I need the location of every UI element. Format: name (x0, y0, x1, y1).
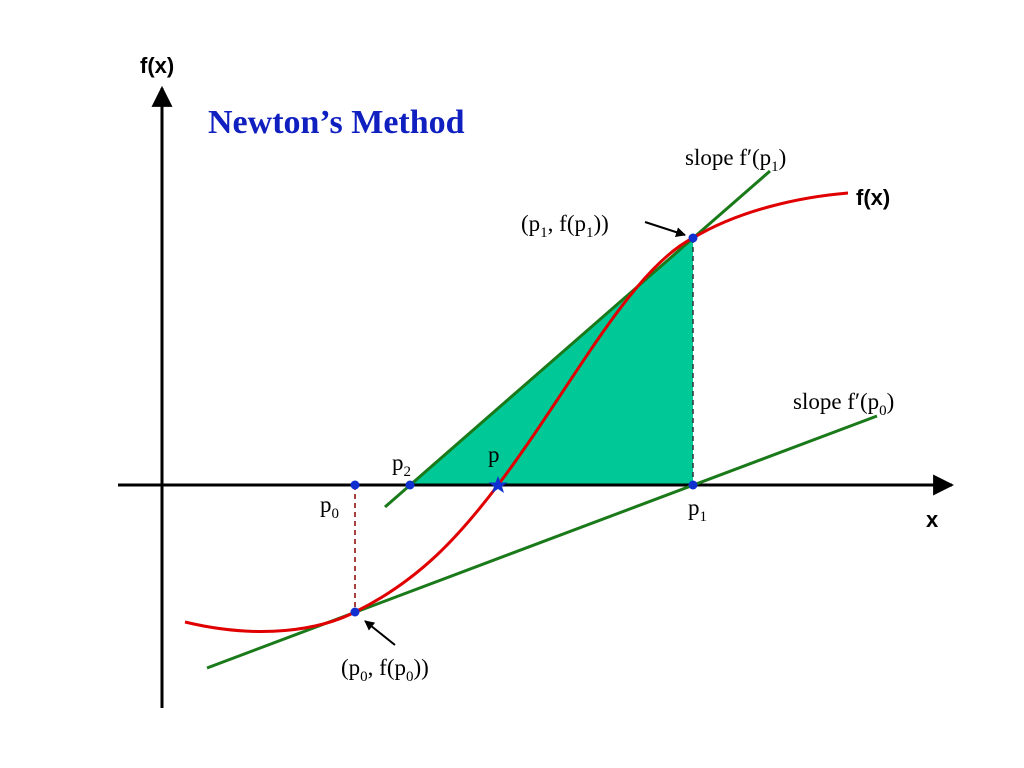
point (350, 607, 360, 617)
point (350, 480, 360, 490)
point (688, 233, 698, 243)
p0-label: p0 (320, 492, 339, 522)
point-p0-label: (p0, f(p0)) (341, 655, 429, 685)
arrow-p1 (644, 221, 686, 237)
label-text: (p (341, 655, 360, 680)
tangent-p1-label: slope f′(p1) (685, 145, 786, 175)
tangent-p1 (384, 169, 771, 509)
label-text: )) (594, 211, 609, 236)
label-text: )) (414, 655, 429, 680)
label-text: , f(p (548, 211, 586, 236)
label-text: , f(p (368, 655, 406, 680)
subscript: 0 (406, 669, 414, 685)
title: Newton’s Method (208, 104, 465, 141)
subscript: 1 (540, 225, 548, 241)
subscript: 0 (879, 403, 887, 419)
point (405, 480, 415, 490)
arrow-p0 (364, 620, 396, 646)
subscript: 1 (771, 159, 779, 175)
root-star (488, 476, 508, 493)
label-text: ) (779, 145, 787, 170)
points (350, 233, 698, 617)
label-text: slope f′(p (793, 389, 879, 414)
y-axis-label: f(x) (140, 53, 174, 78)
root-label: p (488, 442, 500, 467)
p2-label: p2 (392, 450, 411, 480)
label-text: p (488, 442, 500, 467)
subscript: 1 (700, 509, 708, 525)
label-text: p (392, 450, 404, 475)
label-text: p (688, 495, 700, 520)
subscript: 1 (586, 225, 594, 241)
p1-label: p1 (688, 495, 707, 525)
subscript: 2 (404, 464, 412, 480)
curve-label: f(x) (856, 185, 890, 210)
label-text: ) (887, 389, 895, 414)
x-axis-label: x (926, 507, 939, 532)
subscript: 0 (360, 669, 368, 685)
subscript: 0 (332, 506, 340, 522)
function-curve (184, 191, 849, 633)
tangent-p0-label: slope f′(p0) (793, 389, 894, 419)
point-p1-label: (p1, f(p1)) (521, 211, 609, 241)
label-text: p (320, 492, 332, 517)
label-text: slope f′(p (685, 145, 771, 170)
label-text: (p (521, 211, 540, 236)
point (688, 480, 698, 490)
